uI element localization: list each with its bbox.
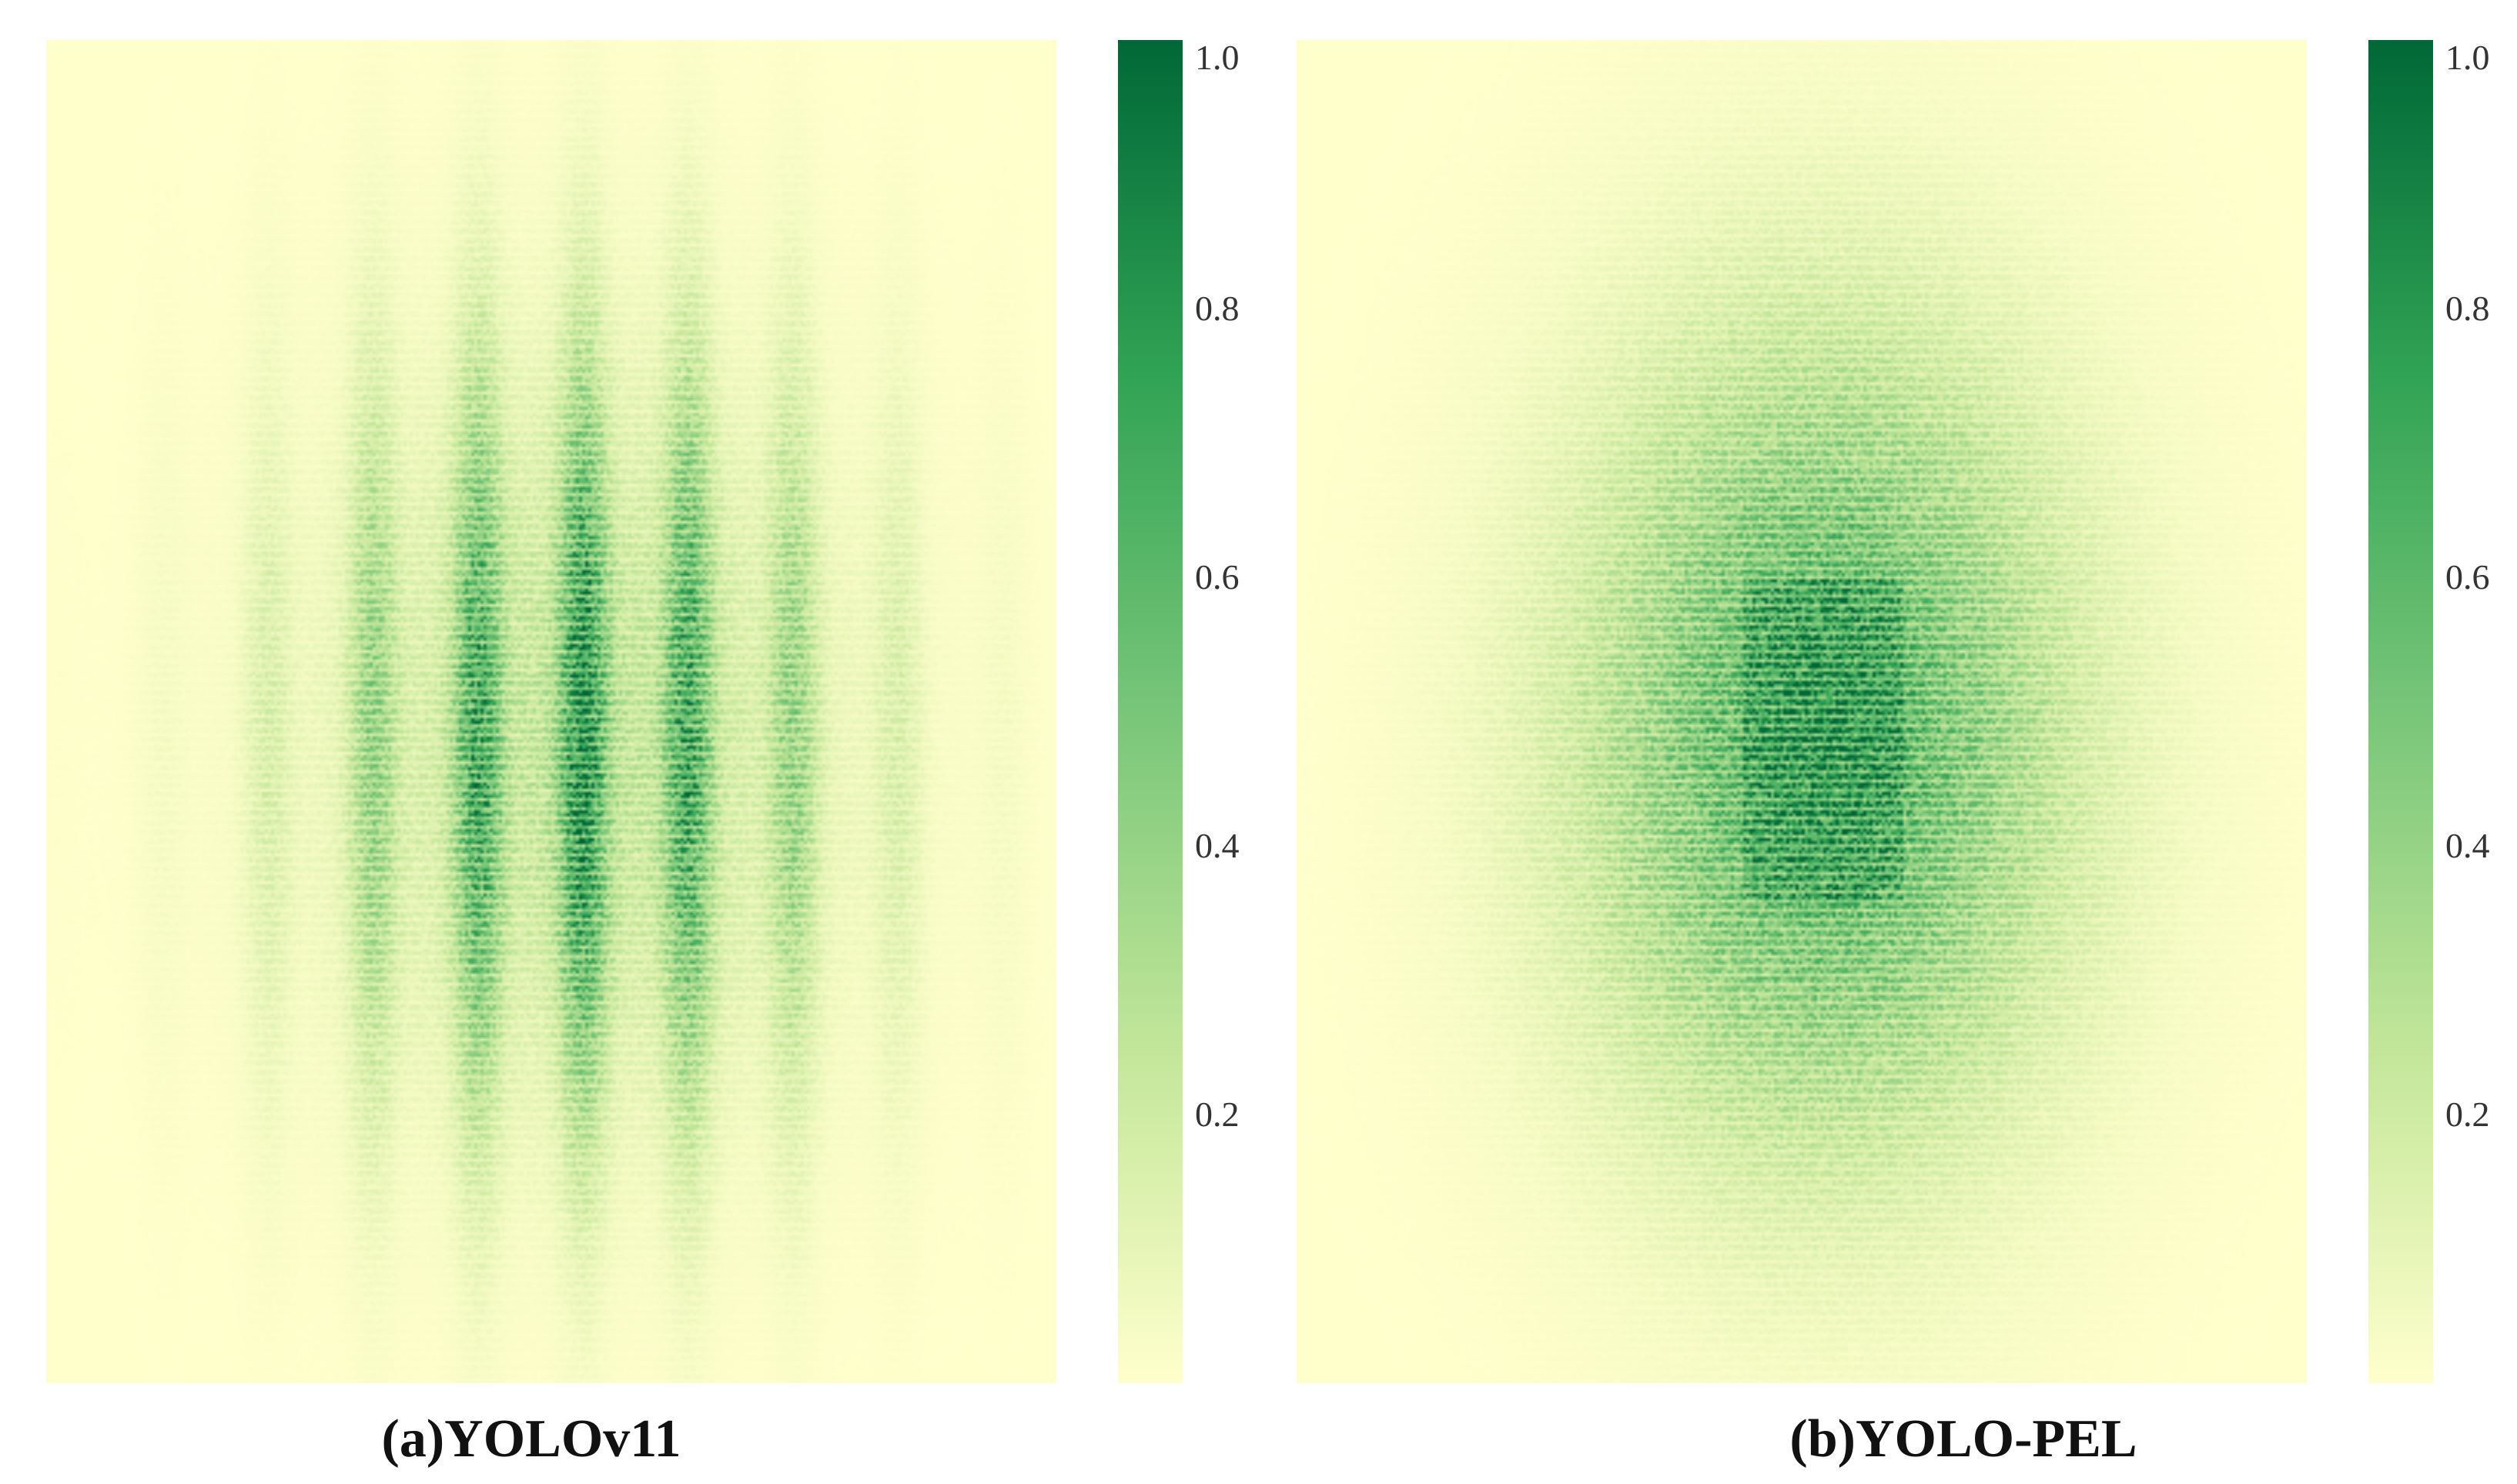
colorbar-tick-label: 0.4 <box>2445 826 2490 865</box>
colorbar-tick-label: 0.2 <box>1195 1095 1240 1134</box>
heatmap-panel-b: 0.2 0.4 0.6 0.8 1.0 (b)YOLO-PEL <box>1258 0 2516 1484</box>
colorbar-yolov11: 0.2 0.4 0.6 0.8 1.0 <box>1118 40 1240 1383</box>
colorbar-gradient <box>1118 40 1183 1383</box>
colorbar-tick-label: 1.0 <box>2445 38 2490 77</box>
colorbar-tick-label: 0.8 <box>1195 289 1240 328</box>
colorbar-gradient <box>2368 40 2433 1383</box>
panel-caption-yolov11: (a)YOLOv11 <box>381 1409 681 1469</box>
panel-caption-yolo-pel: (b)YOLO-PEL <box>1789 1409 2137 1469</box>
colorbar-tick-label: 1.0 <box>1195 38 1240 77</box>
colorbar-tick-label: 0.6 <box>2445 557 2490 597</box>
heatmap-yolov11 <box>46 40 1056 1383</box>
heatmap-panel-a: 0.2 0.4 0.6 0.8 1.0 (a)YOLOv11 <box>0 0 1258 1484</box>
colorbar-tick-label: 0.8 <box>2445 289 2490 328</box>
heatmap-yolo-pel <box>1297 40 2307 1383</box>
colorbar-tick-label: 0.6 <box>1195 557 1240 597</box>
colorbar-yolo-pel: 0.2 0.4 0.6 0.8 1.0 <box>2368 40 2490 1383</box>
colorbar-tick-label: 0.2 <box>2445 1095 2490 1134</box>
colorbar-tick-label: 0.4 <box>1195 826 1240 865</box>
